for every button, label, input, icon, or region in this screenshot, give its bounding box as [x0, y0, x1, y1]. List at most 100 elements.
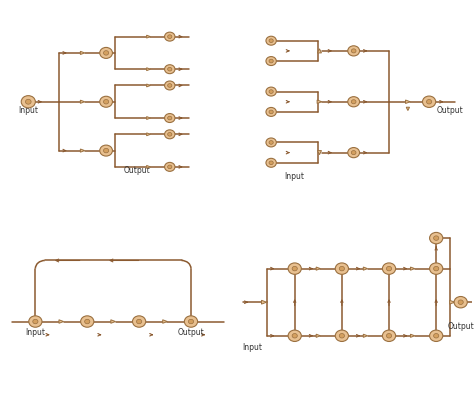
Circle shape [188, 319, 193, 324]
Text: Output: Output [436, 106, 463, 115]
Circle shape [168, 116, 172, 120]
Polygon shape [406, 100, 410, 103]
Polygon shape [262, 300, 267, 304]
Circle shape [383, 263, 396, 274]
Circle shape [351, 49, 356, 53]
Polygon shape [146, 68, 150, 71]
Circle shape [429, 263, 443, 274]
Circle shape [266, 87, 276, 96]
Circle shape [269, 110, 273, 114]
Circle shape [383, 330, 396, 341]
Circle shape [21, 96, 36, 108]
Circle shape [386, 267, 392, 271]
Circle shape [339, 334, 345, 338]
Circle shape [137, 319, 142, 324]
Circle shape [292, 334, 297, 338]
Circle shape [269, 59, 273, 63]
Circle shape [434, 334, 439, 338]
Polygon shape [363, 334, 368, 337]
Polygon shape [146, 133, 150, 136]
Circle shape [26, 99, 31, 104]
Circle shape [100, 47, 112, 59]
Polygon shape [146, 116, 150, 120]
Circle shape [458, 300, 463, 304]
Circle shape [348, 46, 360, 56]
Circle shape [100, 96, 112, 107]
Polygon shape [317, 100, 322, 103]
Polygon shape [163, 320, 167, 323]
Circle shape [85, 319, 90, 324]
Polygon shape [81, 149, 85, 152]
Circle shape [164, 81, 175, 90]
Text: Input: Input [18, 106, 38, 115]
Circle shape [266, 107, 276, 116]
Circle shape [168, 84, 172, 88]
Text: Input: Input [242, 343, 262, 352]
Text: Input: Input [285, 172, 305, 181]
Polygon shape [111, 320, 116, 323]
Circle shape [269, 39, 273, 43]
Circle shape [454, 296, 467, 308]
Circle shape [351, 100, 356, 104]
Circle shape [348, 97, 360, 107]
Polygon shape [318, 49, 321, 53]
Circle shape [133, 316, 146, 327]
Circle shape [339, 267, 345, 271]
Circle shape [427, 100, 432, 104]
Text: Input: Input [26, 328, 46, 337]
Text: Output: Output [123, 166, 150, 175]
Circle shape [81, 316, 94, 327]
Circle shape [29, 316, 42, 327]
Circle shape [164, 32, 175, 41]
Polygon shape [81, 100, 85, 103]
Circle shape [348, 148, 360, 158]
Circle shape [386, 334, 392, 338]
Polygon shape [81, 51, 85, 55]
Circle shape [292, 267, 297, 271]
Circle shape [288, 263, 301, 274]
Polygon shape [363, 267, 368, 270]
Circle shape [100, 145, 112, 156]
Circle shape [335, 330, 348, 341]
Polygon shape [146, 165, 150, 168]
Circle shape [103, 100, 109, 104]
Circle shape [266, 36, 276, 45]
Circle shape [164, 162, 175, 171]
Circle shape [288, 330, 301, 341]
Circle shape [164, 130, 175, 139]
Circle shape [266, 158, 276, 167]
Circle shape [168, 67, 172, 71]
Circle shape [434, 236, 439, 240]
Text: Output: Output [178, 328, 204, 337]
Circle shape [429, 232, 443, 244]
Circle shape [168, 35, 172, 39]
Text: Output: Output [447, 322, 474, 330]
Circle shape [269, 141, 273, 144]
Circle shape [168, 133, 172, 136]
Circle shape [266, 57, 276, 66]
Circle shape [33, 319, 38, 324]
Polygon shape [316, 267, 320, 270]
Polygon shape [59, 320, 64, 323]
Circle shape [269, 90, 273, 94]
Polygon shape [410, 334, 415, 337]
Circle shape [164, 114, 175, 123]
Circle shape [168, 165, 172, 169]
Polygon shape [146, 35, 150, 38]
Circle shape [266, 138, 276, 147]
Polygon shape [406, 107, 410, 111]
Circle shape [429, 330, 443, 341]
Circle shape [184, 316, 198, 327]
Circle shape [422, 96, 436, 107]
Polygon shape [318, 151, 321, 155]
Circle shape [164, 65, 175, 74]
Circle shape [434, 267, 439, 271]
Circle shape [103, 50, 109, 55]
Polygon shape [146, 84, 150, 87]
Circle shape [269, 161, 273, 165]
Circle shape [103, 148, 109, 153]
Polygon shape [410, 267, 415, 270]
Polygon shape [316, 334, 320, 337]
Circle shape [335, 263, 348, 274]
Polygon shape [450, 300, 455, 304]
